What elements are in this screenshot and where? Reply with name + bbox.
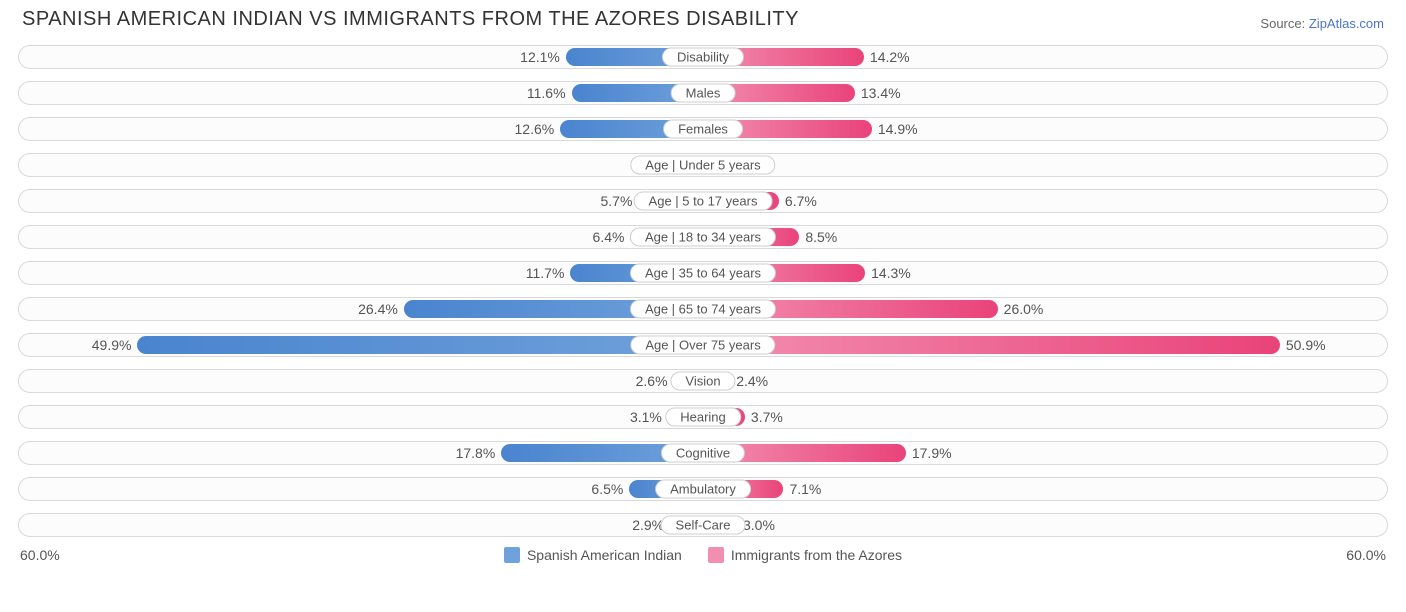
value-right: 3.7% — [751, 409, 783, 425]
chart-row: Males 11.6% 13.4% — [18, 77, 1388, 109]
legend-item-right: Immigrants from the Azores — [708, 547, 902, 563]
legend: Spanish American Indian Immigrants from … — [504, 547, 902, 563]
axis-max-right: 60.0% — [1346, 547, 1386, 563]
chart-row: Ambulatory 6.5% 7.1% — [18, 473, 1388, 505]
row-label: Age | 18 to 34 years — [630, 228, 776, 247]
value-left: 12.1% — [520, 49, 560, 65]
value-left: 2.6% — [636, 373, 668, 389]
value-left: 2.9% — [632, 517, 664, 533]
value-left: 12.6% — [515, 121, 555, 137]
row-label: Hearing — [665, 408, 741, 427]
chart-row: Disability 12.1% 14.2% — [18, 41, 1388, 73]
bar-right — [703, 336, 1280, 354]
value-left: 26.4% — [358, 301, 398, 317]
chart-row: Age | 65 to 74 years 26.4% 26.0% — [18, 293, 1388, 325]
row-label: Cognitive — [661, 444, 745, 463]
value-left: 49.9% — [92, 337, 132, 353]
legend-swatch-left — [504, 547, 520, 563]
chart-row: Age | 5 to 17 years5.7% 6.7% — [18, 185, 1388, 217]
row-label: Age | 5 to 17 years — [634, 192, 773, 211]
value-right: 2.4% — [736, 373, 768, 389]
legend-swatch-right — [708, 547, 724, 563]
value-right: 13.4% — [861, 85, 901, 101]
value-left: 5.7% — [600, 193, 632, 209]
row-label: Males — [671, 84, 736, 103]
value-right: 7.1% — [789, 481, 821, 497]
chart-row: Age | Over 75 years 49.9% 50.9% — [18, 329, 1388, 361]
chart-title: SPANISH AMERICAN INDIAN VS IMMIGRANTS FR… — [22, 8, 799, 31]
chart-row: Age | 35 to 64 years 11.7% 14.3% — [18, 257, 1388, 289]
header: SPANISH AMERICAN INDIAN VS IMMIGRANTS FR… — [0, 0, 1406, 37]
value-left: 3.1% — [630, 409, 662, 425]
footer: 60.0% Spanish American Indian Immigrants… — [0, 545, 1406, 563]
value-right: 17.9% — [912, 445, 952, 461]
row-label: Age | Over 75 years — [630, 336, 775, 355]
chart-row: Females 12.6% 14.9% — [18, 113, 1388, 145]
row-label: Self-Care — [661, 516, 746, 535]
bar-left — [137, 336, 703, 354]
source: Source: ZipAtlas.com — [1260, 16, 1384, 31]
value-right: 6.7% — [785, 193, 817, 209]
chart-row: Hearing3.1% 3.7% — [18, 401, 1388, 433]
value-right: 14.2% — [870, 49, 910, 65]
row-label: Age | 35 to 64 years — [630, 264, 776, 283]
chart-area: Disability 12.1% 14.2% Males 11.6% 13.4% Femal… — [0, 37, 1406, 541]
legend-label-left: Spanish American Indian — [527, 547, 682, 563]
value-right: 3.0% — [743, 517, 775, 533]
value-left: 11.6% — [527, 85, 566, 101]
value-left: 6.4% — [593, 229, 625, 245]
row-label: Disability — [662, 48, 744, 67]
axis-max-left: 60.0% — [20, 547, 60, 563]
value-left: 6.5% — [591, 481, 623, 497]
value-right: 8.5% — [805, 229, 837, 245]
row-label: Age | Under 5 years — [630, 156, 775, 175]
chart-row: Self-Care2.9% 3.0% — [18, 509, 1388, 541]
row-label: Females — [663, 120, 743, 139]
value-left: 17.8% — [456, 445, 496, 461]
legend-item-left: Spanish American Indian — [504, 547, 682, 563]
row-label: Vision — [670, 372, 735, 391]
value-right: 50.9% — [1286, 337, 1326, 353]
value-right: 26.0% — [1004, 301, 1044, 317]
chart-row: Cognitive 17.8% 17.9% — [18, 437, 1388, 469]
row-label: Age | 65 to 74 years — [630, 300, 776, 319]
source-label: Source: — [1260, 16, 1305, 31]
chart-row: Age | Under 5 years1.3%2.2% — [18, 149, 1388, 181]
value-right: 14.3% — [871, 265, 911, 281]
chart-row: Vision2.6% 2.4% — [18, 365, 1388, 397]
legend-label-right: Immigrants from the Azores — [731, 547, 902, 563]
value-right: 14.9% — [878, 121, 918, 137]
row-label: Ambulatory — [655, 480, 751, 499]
chart-row: Age | 18 to 34 years 6.4% 8.5% — [18, 221, 1388, 253]
source-link[interactable]: ZipAtlas.com — [1309, 16, 1384, 31]
value-left: 11.7% — [526, 265, 565, 281]
